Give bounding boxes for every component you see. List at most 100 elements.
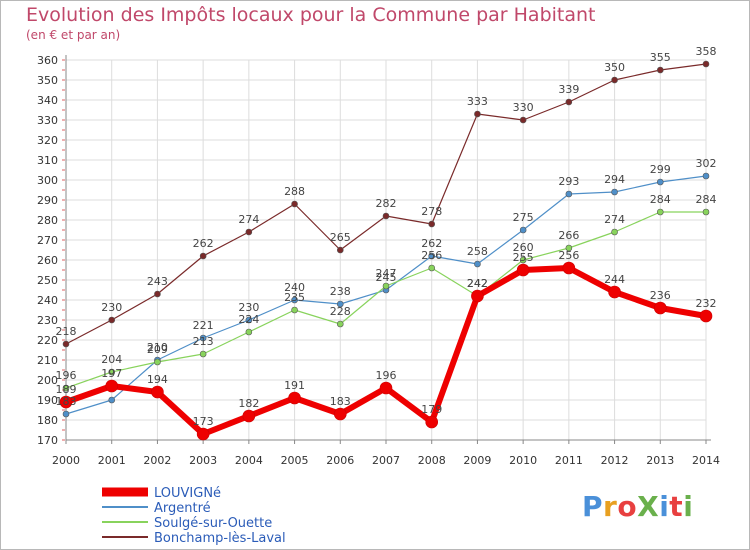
data-label: 230 — [101, 301, 122, 314]
y-tick-label: 190 — [37, 394, 58, 407]
y-tick-label: 340 — [37, 94, 58, 107]
chart-title: Evolution des Impôts locaux pour la Comm… — [26, 4, 596, 26]
data-label: 330 — [513, 101, 534, 114]
data-point — [245, 316, 253, 324]
logo-letter: t — [669, 490, 684, 523]
y-tick-label: 280 — [37, 214, 58, 227]
logo-letter: o — [617, 490, 638, 523]
data-label: 242 — [467, 277, 488, 290]
data-label: 274 — [238, 213, 259, 226]
data-label: 218 — [56, 325, 77, 338]
y-tick-label: 230 — [37, 314, 58, 327]
data-point — [151, 385, 164, 399]
logo-letter: P — [582, 490, 604, 523]
data-label: 247 — [376, 267, 397, 280]
data-label: 294 — [604, 173, 625, 186]
data-label: 256 — [558, 249, 579, 262]
y-tick-label: 200 — [37, 374, 58, 387]
data-label: 179 — [421, 403, 442, 416]
data-label: 221 — [193, 319, 214, 332]
data-label: 232 — [696, 297, 717, 310]
data-point — [245, 228, 253, 236]
data-label: 258 — [467, 245, 488, 258]
x-tick-label: 2012 — [601, 454, 629, 467]
data-point — [108, 368, 116, 376]
data-point — [702, 172, 710, 180]
data-point — [699, 309, 713, 323]
data-point — [382, 212, 390, 220]
data-point — [62, 410, 70, 418]
data-label: 265 — [330, 231, 351, 244]
data-point — [62, 384, 70, 392]
data-point — [656, 178, 664, 186]
data-label: 191 — [284, 379, 305, 392]
data-label: 262 — [193, 237, 214, 250]
grid-lines — [65, 59, 707, 441]
data-label: 278 — [421, 205, 442, 218]
data-point — [428, 252, 436, 260]
y-tick-label: 240 — [37, 294, 58, 307]
data-point — [516, 263, 530, 277]
x-tick-label: 2005 — [281, 454, 309, 467]
data-label: 299 — [650, 163, 671, 176]
data-label: 183 — [330, 395, 351, 408]
data-label: 333 — [467, 95, 488, 108]
data-label: 236 — [650, 289, 671, 302]
data-point — [474, 260, 481, 268]
data-point — [565, 244, 573, 252]
x-tick-label: 2006 — [326, 454, 354, 467]
x-tick-label: 2014 — [692, 454, 720, 467]
x-tick-label: 2004 — [235, 454, 263, 467]
chart-subtitle: (en € et par an) — [26, 28, 121, 42]
data-point — [428, 264, 436, 272]
y-tick-label: 360 — [37, 54, 58, 67]
data-label: 260 — [513, 241, 534, 254]
data-point — [336, 246, 344, 254]
data-label: 243 — [147, 275, 168, 288]
data-point — [611, 228, 618, 236]
x-tick-label: 2007 — [372, 454, 400, 467]
data-point — [471, 289, 484, 303]
data-point — [562, 261, 576, 275]
data-point — [474, 110, 481, 118]
axes: 170 180 190 200 210 220 230 240 250 260 270 280 290 3… — [37, 54, 720, 467]
data-label: 235 — [284, 291, 305, 304]
data-label: 245 — [376, 271, 397, 284]
data-point — [242, 409, 256, 423]
data-label: 266 — [558, 229, 579, 242]
proxiti-logo: ProXiti — [582, 490, 693, 523]
data-label: 189 — [56, 383, 77, 396]
data-point — [199, 350, 207, 358]
data-label: 230 — [238, 301, 259, 314]
data-label: 238 — [330, 285, 351, 298]
data-point — [288, 391, 301, 405]
data-point — [333, 407, 347, 421]
y-tick-label: 260 — [37, 254, 58, 267]
data-label: 339 — [558, 83, 579, 96]
logo-letter: i — [659, 490, 670, 523]
data-point — [519, 226, 527, 234]
x-tick-label: 2010 — [509, 454, 537, 467]
data-point — [565, 98, 573, 106]
data-label: 224 — [238, 313, 259, 326]
data-label: 213 — [193, 335, 214, 348]
x-tick-label: 2000 — [52, 454, 80, 467]
data-point — [702, 208, 710, 216]
y-tick-label: 220 — [37, 334, 58, 347]
y-tick-label: 210 — [37, 354, 58, 367]
data-point — [245, 328, 253, 336]
data-point — [382, 282, 390, 290]
x-tick-label: 2003 — [189, 454, 217, 467]
data-point — [519, 116, 527, 124]
x-tick-label: 2002 — [143, 454, 171, 467]
data-label: 242 — [467, 277, 488, 290]
data-point — [154, 358, 161, 366]
data-label: 209 — [147, 343, 168, 356]
x-tick-label: 2011 — [555, 454, 583, 467]
y-tick-label: 300 — [37, 174, 58, 187]
data-label: 355 — [650, 51, 671, 64]
data-label: 194 — [147, 373, 168, 386]
data-point — [196, 427, 210, 441]
data-point — [199, 334, 207, 342]
